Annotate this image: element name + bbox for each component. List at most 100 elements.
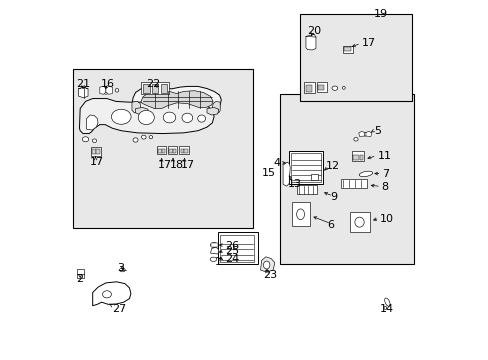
Bar — [280, 94, 413, 264]
Text: 15: 15 — [261, 168, 275, 178]
Polygon shape — [100, 86, 106, 94]
Ellipse shape — [354, 217, 364, 227]
Bar — [179, 147, 188, 154]
Polygon shape — [141, 91, 213, 109]
Polygon shape — [93, 282, 131, 306]
Text: 3: 3 — [117, 262, 124, 273]
Text: 17: 17 — [181, 159, 195, 170]
Bar — [141, 82, 169, 94]
Polygon shape — [106, 86, 112, 94]
Text: 13: 13 — [287, 179, 301, 189]
Polygon shape — [305, 34, 315, 50]
Ellipse shape — [331, 86, 337, 90]
Polygon shape — [132, 86, 221, 113]
Bar — [316, 82, 326, 92]
Text: 12: 12 — [325, 161, 339, 171]
Polygon shape — [80, 99, 214, 134]
Ellipse shape — [182, 113, 192, 122]
Ellipse shape — [363, 132, 366, 136]
Polygon shape — [206, 108, 218, 115]
Bar — [77, 269, 83, 278]
Text: 10: 10 — [379, 214, 393, 224]
Ellipse shape — [141, 135, 146, 139]
Ellipse shape — [342, 86, 345, 89]
Text: 26: 26 — [225, 241, 239, 251]
Bar — [162, 149, 165, 153]
Bar — [310, 174, 317, 180]
Polygon shape — [283, 162, 290, 186]
Bar — [218, 232, 257, 264]
Bar — [351, 152, 364, 161]
Ellipse shape — [138, 111, 154, 125]
Text: 23: 23 — [263, 270, 277, 280]
Text: 1: 1 — [215, 257, 222, 267]
Ellipse shape — [353, 138, 357, 141]
Bar — [342, 46, 352, 53]
Ellipse shape — [383, 306, 386, 309]
Ellipse shape — [210, 257, 216, 261]
Ellipse shape — [163, 112, 175, 123]
Ellipse shape — [359, 171, 372, 177]
Text: 9: 9 — [329, 192, 337, 202]
Text: 21: 21 — [76, 78, 90, 89]
Bar — [304, 82, 314, 93]
Text: 2: 2 — [76, 274, 83, 284]
Ellipse shape — [197, 115, 205, 122]
Polygon shape — [365, 131, 371, 136]
Bar — [210, 243, 218, 247]
Text: 5: 5 — [374, 126, 381, 136]
Bar — [290, 153, 321, 182]
Bar — [305, 85, 311, 92]
Ellipse shape — [263, 261, 269, 269]
Polygon shape — [358, 131, 364, 136]
Bar — [91, 147, 101, 156]
Text: 18: 18 — [169, 159, 183, 170]
Text: 24: 24 — [225, 253, 239, 264]
Polygon shape — [210, 247, 218, 254]
Text: 17: 17 — [90, 157, 104, 167]
Bar — [184, 149, 187, 153]
Ellipse shape — [102, 291, 111, 298]
Ellipse shape — [111, 109, 131, 124]
Ellipse shape — [384, 298, 389, 306]
Polygon shape — [135, 108, 148, 115]
Polygon shape — [132, 102, 141, 113]
Bar — [299, 14, 411, 102]
Text: 4: 4 — [273, 158, 280, 168]
Bar — [344, 47, 350, 51]
Bar — [92, 149, 95, 154]
Ellipse shape — [115, 89, 119, 92]
Text: 19: 19 — [373, 9, 387, 18]
Polygon shape — [260, 257, 274, 272]
Text: 14: 14 — [380, 303, 393, 314]
Text: 11: 11 — [377, 152, 390, 161]
Text: 22: 22 — [146, 79, 160, 89]
Bar — [168, 147, 177, 154]
Bar — [180, 149, 184, 153]
Bar — [220, 235, 254, 262]
Bar — [318, 85, 324, 90]
Bar — [172, 149, 176, 153]
Text: 20: 20 — [306, 26, 321, 36]
Bar — [96, 149, 100, 154]
Bar — [152, 84, 158, 93]
Polygon shape — [78, 87, 88, 98]
Text: 27: 27 — [112, 303, 126, 314]
Bar — [160, 84, 166, 93]
Ellipse shape — [119, 268, 125, 272]
Bar — [359, 155, 363, 159]
Bar — [297, 185, 316, 194]
Polygon shape — [212, 102, 220, 113]
Bar — [291, 202, 309, 226]
Ellipse shape — [210, 243, 217, 248]
Ellipse shape — [149, 135, 152, 139]
Text: 16: 16 — [101, 78, 115, 89]
Bar — [169, 149, 172, 153]
Bar — [340, 179, 366, 188]
Ellipse shape — [82, 137, 88, 142]
Bar — [157, 147, 166, 154]
Text: 17: 17 — [361, 38, 375, 48]
Text: 7: 7 — [382, 169, 389, 179]
Bar — [73, 69, 253, 228]
Text: 6: 6 — [326, 220, 334, 230]
